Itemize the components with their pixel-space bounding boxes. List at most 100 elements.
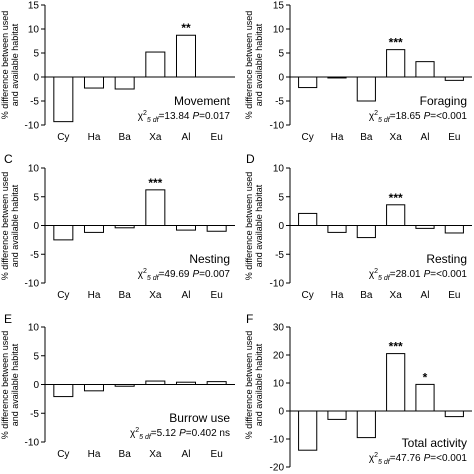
stat-annotation: χ25 df=47.76 P=<0.001: [369, 452, 468, 466]
y-tick-label: 30: [273, 323, 285, 334]
chi-superscript: 2: [374, 268, 378, 275]
x-tick-label: Cy: [57, 449, 69, 460]
x-tick-label: Eu: [211, 449, 223, 460]
y-axis-label-line1: % difference between used: [0, 11, 10, 119]
p-value: =0.017: [199, 111, 230, 122]
bar-xa: [145, 51, 166, 78]
bar-cy: [298, 76, 318, 89]
chi-superscript: 2: [143, 268, 147, 275]
x-tick-label: Eu: [448, 290, 460, 301]
y-tick-label: 20: [273, 351, 285, 362]
chi-superscript: 2: [135, 427, 139, 434]
p-value: =0.007: [199, 269, 230, 280]
y-axis-label-line1: % difference between used: [244, 331, 254, 439]
panel-letter: E: [4, 312, 12, 326]
bar-ba: [114, 384, 135, 387]
df-subscript: 5 df: [147, 275, 160, 282]
chi-superscript: 2: [143, 110, 147, 117]
chi-value: =49.69: [159, 269, 190, 280]
bar-ha: [327, 76, 347, 79]
bar-ha: [327, 410, 347, 420]
bar-al: [415, 383, 435, 412]
significance-label: *: [423, 370, 428, 384]
y-tick-label: -10: [25, 279, 40, 290]
stat-annotation: χ25 df=18.65 P=<0.001: [369, 110, 468, 124]
chi-superscript: 2: [374, 452, 378, 459]
y-tick-label: 15: [28, 1, 40, 12]
bar-al: [415, 61, 435, 78]
chi-symbol: χ: [138, 269, 144, 280]
chart-panel-5: E % difference between usedand available …: [0, 312, 235, 460]
stat-annotation: χ25 df=13.84 P=0.017: [138, 110, 231, 124]
y-tick-label: 10: [273, 379, 285, 390]
significance-label: ***: [389, 191, 403, 205]
chart-panel-3: C % difference between usedand available …: [0, 152, 235, 301]
bar-cy: [298, 212, 318, 227]
p-symbol: P: [424, 453, 431, 464]
bar-ba: [356, 225, 376, 239]
chi-value: =13.84: [159, 111, 190, 122]
p-symbol: P: [192, 111, 199, 122]
y-axis-label-line2: and available habitat: [254, 23, 264, 106]
chi-value: =47.76: [390, 453, 421, 464]
y-tick-label: 10: [273, 25, 285, 36]
bar-xa: [145, 380, 166, 385]
bar-xa: [386, 353, 406, 412]
y-tick-label: -10: [25, 121, 40, 132]
bar-cy: [53, 76, 74, 123]
x-tick-label: Ba: [360, 132, 373, 143]
x-tick-label: Xa: [390, 290, 403, 301]
x-tick-label: Eu: [448, 132, 460, 143]
y-tick-label: -5: [275, 97, 284, 108]
chi-value: =5.12: [151, 428, 177, 439]
x-tick-label: Xa: [149, 449, 162, 460]
y-axis-label: % difference between usedand available h…: [0, 11, 20, 119]
y-tick-label: 0: [278, 221, 284, 232]
x-tick-label: Cy: [57, 290, 69, 301]
panel-title: Foraging: [420, 94, 467, 108]
significance-label: ***: [148, 176, 162, 190]
bar-cy: [298, 410, 318, 451]
x-tick-label: Ba: [360, 290, 373, 301]
y-axis-label-line1: % difference between used: [244, 11, 254, 119]
x-tick-label: Ba: [119, 449, 132, 460]
bar-eu: [444, 225, 464, 234]
bar-ba: [356, 76, 376, 102]
y-tick-label: 5: [278, 192, 284, 203]
df-subscript: 5 df: [139, 434, 152, 441]
y-tick-label: -10: [270, 279, 285, 290]
bar-ha: [83, 76, 105, 89]
chi-symbol: χ: [130, 428, 136, 439]
x-tick-label: Xa: [149, 132, 162, 143]
chart-panel-6: F % difference between usedand available …: [244, 312, 472, 474]
y-tick-label: -10: [270, 121, 285, 132]
y-axis-label: % difference between usedand available h…: [0, 172, 20, 280]
y-axis-label-line1: % difference between used: [0, 331, 10, 439]
x-tick-label: Al: [421, 132, 430, 143]
x-tick-label: Ba: [119, 132, 132, 143]
p-value: =<0.001: [430, 453, 467, 464]
y-axis-label: % difference between usedand available h…: [0, 331, 20, 439]
y-tick-label: 10: [273, 164, 285, 175]
y-tick-label: -20: [270, 463, 285, 474]
y-axis-label-line2: and available habitat: [10, 184, 20, 267]
y-axis-label-line2: and available habitat: [254, 184, 264, 267]
significance-label: **: [181, 21, 191, 35]
y-tick-label: 5: [33, 49, 39, 60]
x-tick-label: Ha: [88, 132, 101, 143]
bar-ha: [327, 225, 347, 233]
y-tick-label: 0: [33, 73, 39, 84]
panel-letter: D: [246, 152, 255, 166]
p-value: =<0.001: [430, 111, 467, 122]
chi-value: =18.65: [390, 111, 421, 122]
y-axis-label-line1: % difference between used: [244, 172, 254, 280]
df-subscript: 5 df: [378, 275, 391, 282]
bar-al: [415, 225, 435, 229]
x-tick-label: Ba: [119, 290, 132, 301]
chart-panel-2: % difference between usedand available h…: [244, 1, 472, 143]
chi-symbol: χ: [369, 269, 375, 280]
chi-value: =28.01: [390, 269, 421, 280]
x-tick-label: Cy: [302, 290, 314, 301]
p-value: =0.402 ns: [186, 428, 230, 439]
bar-eu: [444, 76, 464, 81]
